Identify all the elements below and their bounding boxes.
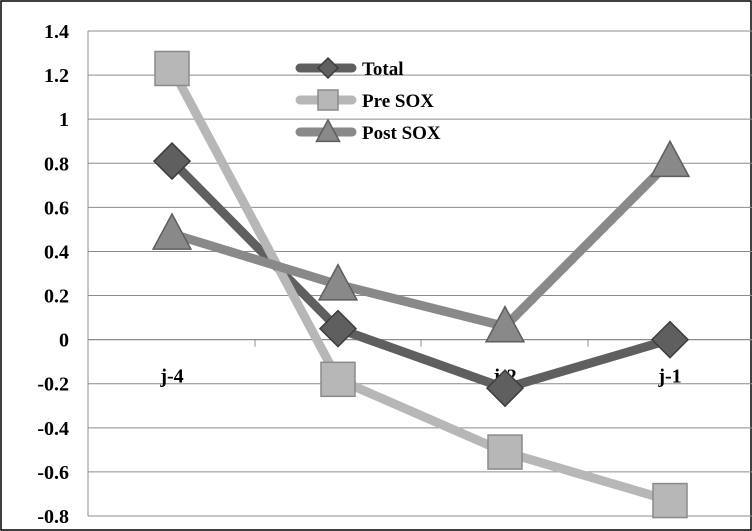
- y-tick-label: -0.2: [37, 374, 69, 396]
- series-line-pre-sox: [167, 63, 675, 506]
- data-point: [649, 139, 691, 178]
- legend-marker: [316, 56, 340, 80]
- y-tick-label: 0.2: [44, 286, 69, 308]
- legend-marker: [315, 118, 341, 143]
- legend-marker: [317, 89, 339, 111]
- y-tick-label: -0.8: [37, 506, 69, 528]
- y-tick-label: 0.8: [44, 153, 69, 175]
- y-tick-label: -0.6: [37, 462, 69, 484]
- data-point: [320, 361, 356, 398]
- data-point: [485, 369, 525, 408]
- data-point: [318, 309, 358, 348]
- y-tick-label: 0.6: [44, 197, 69, 219]
- y-tick-label: 1: [59, 109, 69, 131]
- legend-label: Total: [362, 59, 404, 80]
- x-tick-label: j-1: [657, 366, 681, 388]
- y-tick-label: -0.4: [37, 418, 69, 440]
- data-point: [484, 305, 526, 343]
- legend-label: Post SOX: [362, 123, 441, 144]
- y-tick-label: 0.4: [44, 241, 69, 263]
- x-tick-label: j-4: [159, 366, 183, 388]
- y-tick-label: 1.2: [44, 65, 69, 87]
- data-point: [317, 263, 359, 301]
- legend-label: Pre SOX: [362, 91, 434, 112]
- y-tick-label: 0: [59, 330, 69, 352]
- data-point: [487, 434, 523, 470]
- data-point: [650, 320, 690, 359]
- data-point: [154, 50, 190, 87]
- series-line-post-sox: [167, 156, 675, 331]
- data-point: [151, 212, 193, 250]
- data-point: [152, 142, 192, 181]
- y-tick-label: 1.4: [44, 21, 69, 43]
- series-line-total: [167, 156, 675, 393]
- data-point: [652, 482, 688, 519]
